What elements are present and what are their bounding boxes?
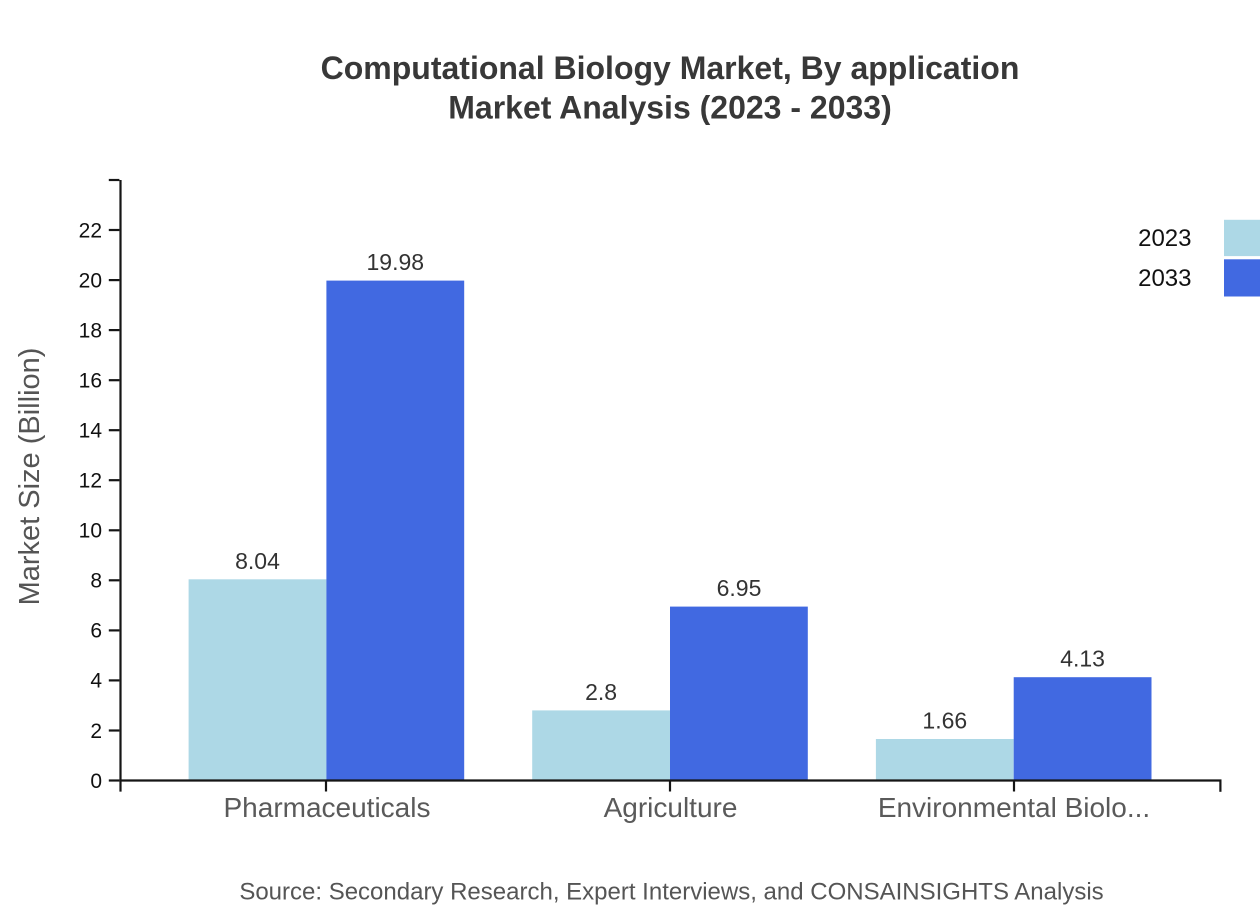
svg-text:2023: 2023 xyxy=(1138,225,1191,252)
svg-text:8.04: 8.04 xyxy=(235,548,280,574)
svg-text:2033: 2033 xyxy=(1138,265,1191,292)
svg-text:Market Size (Billion): Market Size (Billion) xyxy=(14,348,46,606)
svg-text:Pharmaceuticals: Pharmaceuticals xyxy=(224,792,431,823)
svg-text:Computational Biology Market,: Computational Biology Market, By applica… xyxy=(321,50,1020,86)
svg-text:16: 16 xyxy=(79,370,102,393)
svg-text:4: 4 xyxy=(90,670,102,693)
svg-text:10: 10 xyxy=(79,520,102,543)
svg-text:1.66: 1.66 xyxy=(922,708,967,734)
svg-text:2.8: 2.8 xyxy=(585,679,617,705)
svg-text:6.95: 6.95 xyxy=(717,575,762,601)
svg-text:14: 14 xyxy=(79,420,103,443)
svg-text:4.13: 4.13 xyxy=(1060,646,1105,672)
svg-text:20: 20 xyxy=(79,269,102,292)
svg-text:22: 22 xyxy=(79,219,102,242)
svg-text:6: 6 xyxy=(90,620,102,643)
svg-text:Source: Secondary Research, Ex: Source: Secondary Research, Expert Inter… xyxy=(239,878,1103,905)
svg-text:Market Analysis (2023 - 2033): Market Analysis (2023 - 2033) xyxy=(448,90,892,126)
svg-text:8: 8 xyxy=(90,570,102,593)
svg-text:2: 2 xyxy=(90,720,102,743)
svg-text:0: 0 xyxy=(90,770,102,793)
svg-text:Environmental Biolo...: Environmental Biolo... xyxy=(878,792,1150,823)
svg-text:18: 18 xyxy=(79,319,102,342)
svg-text:Agriculture: Agriculture xyxy=(604,792,738,823)
svg-text:12: 12 xyxy=(79,470,102,493)
svg-text:19.98: 19.98 xyxy=(367,249,425,275)
